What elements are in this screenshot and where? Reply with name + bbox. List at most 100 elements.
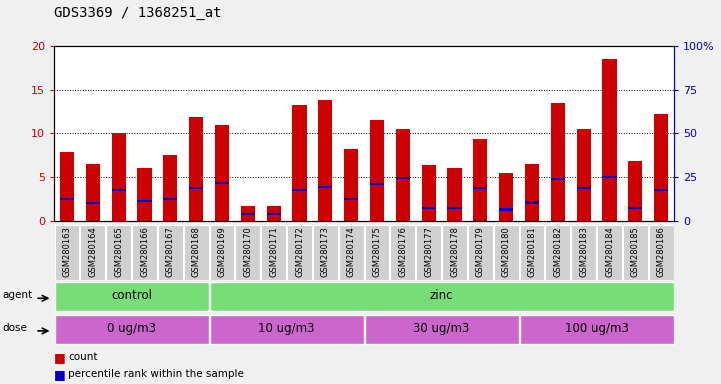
Bar (158, 225, 182, 280)
Bar (293, 106, 306, 221)
Bar (654, 189, 668, 191)
Text: GSM280182: GSM280182 (554, 226, 562, 277)
Bar (396, 177, 410, 179)
Bar (473, 187, 487, 189)
Bar (318, 185, 332, 188)
Bar (293, 189, 306, 191)
Bar (163, 198, 177, 200)
Text: GSM280180: GSM280180 (502, 226, 510, 277)
Text: GDS3369 / 1368251_at: GDS3369 / 1368251_at (54, 6, 221, 20)
Bar (499, 209, 513, 210)
Text: zinc: zinc (430, 290, 454, 303)
Bar (189, 117, 203, 221)
Text: GSM280176: GSM280176 (399, 226, 407, 277)
Bar (551, 178, 565, 180)
Bar (571, 225, 596, 280)
Text: GSM280165: GSM280165 (114, 226, 123, 277)
Bar (86, 202, 100, 204)
Bar (654, 114, 668, 221)
Bar (55, 314, 208, 344)
Text: 30 ug/m3: 30 ug/m3 (413, 322, 470, 335)
Text: ■: ■ (54, 351, 66, 364)
Bar (365, 314, 518, 344)
Bar (628, 161, 642, 221)
Bar (318, 100, 332, 221)
Text: GSM280173: GSM280173 (321, 226, 329, 277)
Bar (448, 167, 461, 221)
Bar (603, 176, 616, 178)
Text: percentile rank within the sample: percentile rank within the sample (68, 369, 244, 379)
Text: count: count (68, 352, 98, 362)
Bar (468, 225, 492, 280)
Bar (391, 225, 415, 280)
Bar (60, 152, 74, 221)
Text: GSM280164: GSM280164 (89, 226, 97, 277)
Bar (138, 200, 151, 202)
Bar (628, 207, 642, 209)
Bar (267, 206, 280, 221)
Bar (422, 207, 435, 209)
Text: GSM280169: GSM280169 (218, 226, 226, 277)
Text: GSM280174: GSM280174 (347, 226, 355, 277)
Text: GSM280181: GSM280181 (528, 226, 536, 277)
Bar (184, 225, 208, 280)
Bar (551, 103, 565, 221)
Text: GSM280172: GSM280172 (295, 226, 304, 277)
Bar (499, 173, 513, 221)
Bar (132, 225, 157, 280)
Text: GSM280178: GSM280178 (450, 226, 459, 277)
Bar (416, 225, 441, 280)
Bar (365, 225, 389, 280)
Text: GSM280163: GSM280163 (63, 226, 71, 277)
Text: GSM280175: GSM280175 (373, 226, 381, 277)
Text: GSM280186: GSM280186 (657, 226, 665, 277)
Bar (520, 225, 544, 280)
Bar (55, 282, 208, 311)
Text: GSM280166: GSM280166 (140, 226, 149, 277)
Bar (649, 225, 673, 280)
Bar (287, 225, 312, 280)
Bar (55, 225, 79, 280)
Bar (215, 182, 229, 184)
Bar (525, 164, 539, 221)
Bar (597, 225, 622, 280)
Bar (339, 225, 363, 280)
Bar (344, 149, 358, 221)
Bar (210, 225, 234, 280)
Bar (112, 189, 125, 191)
Bar (189, 187, 203, 189)
Text: GSM280184: GSM280184 (605, 226, 614, 277)
Bar (577, 187, 590, 189)
Bar (163, 155, 177, 221)
Text: 10 ug/m3: 10 ug/m3 (258, 322, 315, 335)
Text: GSM280171: GSM280171 (269, 226, 278, 277)
Bar (344, 198, 358, 200)
Bar (370, 120, 384, 221)
Text: dose: dose (3, 323, 27, 333)
Text: GSM280167: GSM280167 (166, 226, 174, 277)
Text: GSM280168: GSM280168 (192, 226, 200, 277)
Text: 0 ug/m3: 0 ug/m3 (107, 322, 156, 335)
Bar (236, 225, 260, 280)
Bar (210, 314, 363, 344)
Text: agent: agent (3, 290, 33, 300)
Bar (81, 225, 105, 280)
Bar (422, 165, 435, 221)
Bar (370, 183, 384, 185)
Bar (86, 164, 100, 221)
Bar (603, 59, 616, 221)
Text: GSM280170: GSM280170 (244, 226, 252, 277)
Text: ■: ■ (54, 368, 66, 381)
Bar (60, 198, 74, 200)
Text: GSM280179: GSM280179 (476, 226, 485, 277)
Bar (473, 139, 487, 221)
Text: control: control (111, 290, 152, 303)
Bar (577, 129, 590, 221)
Bar (448, 207, 461, 209)
Bar (241, 213, 255, 215)
Text: GSM280185: GSM280185 (631, 226, 640, 277)
Text: 100 ug/m3: 100 ug/m3 (565, 322, 629, 335)
Bar (520, 314, 673, 344)
Text: GSM280177: GSM280177 (424, 226, 433, 277)
Bar (106, 225, 131, 280)
